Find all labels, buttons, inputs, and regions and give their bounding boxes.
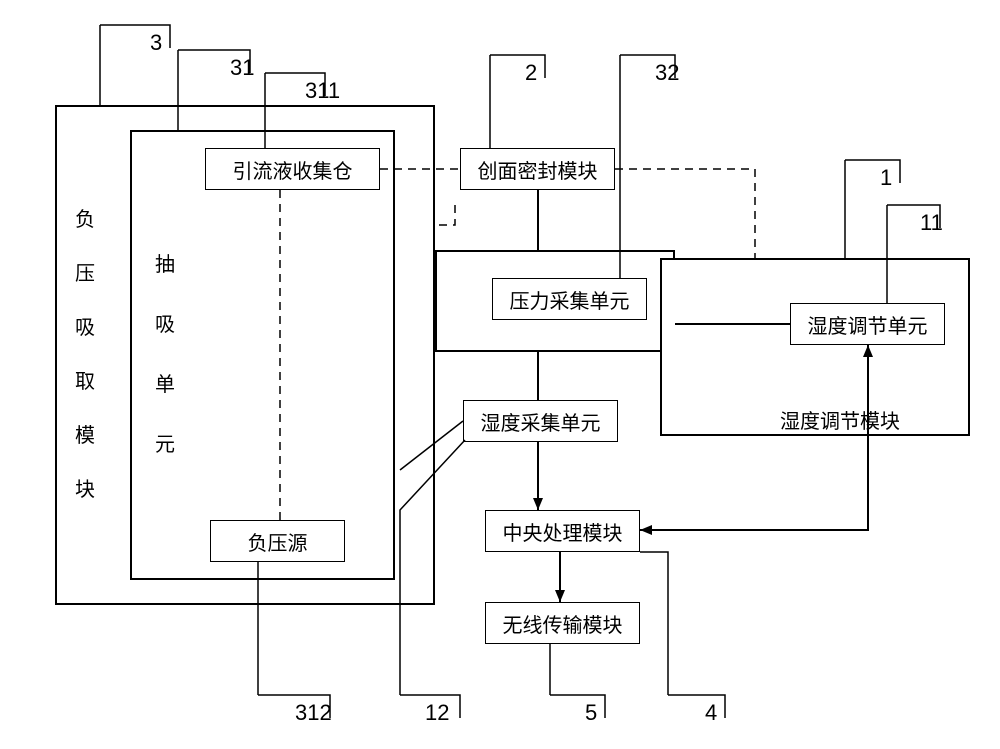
drain-collect-box: 引流液收集仓 — [205, 148, 380, 190]
callout-311: 311 — [305, 78, 340, 104]
callout-3: 3 — [150, 30, 162, 56]
central-proc-label: 中央处理模块 — [503, 517, 623, 546]
wireless-label: 无线传输模块 — [503, 609, 623, 638]
humidity-collect-label: 湿度采集单元 — [481, 407, 601, 436]
central-proc-box: 中央处理模块 — [485, 510, 640, 552]
suction-unit-label: 抽 吸 单 元 — [155, 255, 175, 455]
callout-312: 312 — [295, 700, 332, 726]
neg-source-box: 负压源 — [210, 520, 345, 562]
callout-2: 2 — [525, 60, 537, 86]
callout-1: 1 — [880, 165, 892, 191]
humidity-adj-box: 湿度调节单元 — [790, 303, 945, 345]
neg-source-label: 负压源 — [248, 527, 308, 556]
wound-seal-box: 创面密封模块 — [460, 148, 615, 190]
diagram-canvas: 负 压 吸 取 模 块 抽 吸 单 元 引流液收集仓 负压源 创面密封模块 压力… — [0, 0, 1000, 749]
callout-11: 11 — [920, 210, 943, 236]
humidity-adj-label: 湿度调节单元 — [808, 310, 928, 339]
pressure-collect-box: 压力采集单元 — [492, 278, 647, 320]
callout-31: 31 — [230, 55, 254, 81]
wound-seal-label: 创面密封模块 — [478, 155, 598, 184]
callout-4: 4 — [705, 700, 717, 726]
neg-pressure-module-label: 负 压 吸 取 模 块 — [75, 210, 95, 500]
callout-12: 12 — [425, 700, 449, 726]
humidity-module-label: 湿度调节模块 — [780, 405, 900, 434]
callout-5: 5 — [585, 700, 597, 726]
humidity-collect-box: 湿度采集单元 — [463, 400, 618, 442]
drain-collect-label: 引流液收集仓 — [233, 155, 353, 184]
callout-32: 32 — [655, 60, 679, 86]
wireless-box: 无线传输模块 — [485, 602, 640, 644]
pressure-collect-label: 压力采集单元 — [510, 285, 630, 314]
